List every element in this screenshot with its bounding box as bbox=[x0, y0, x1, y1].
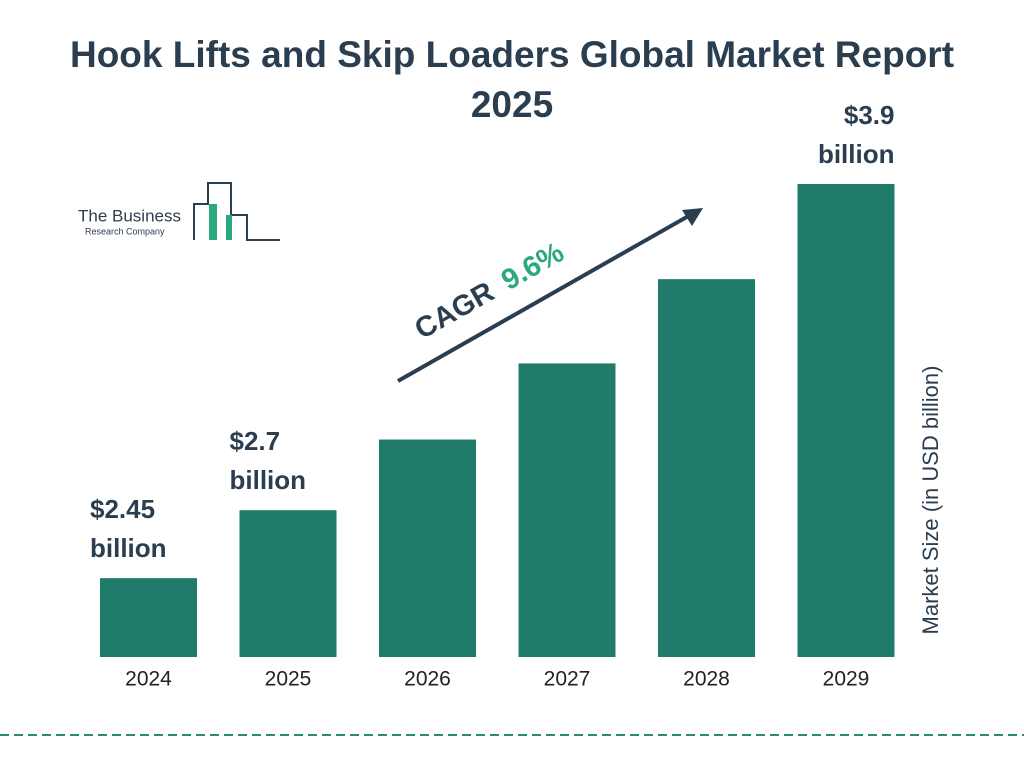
chart-title: Hook Lifts and Skip Loaders Global Marke… bbox=[69, 34, 955, 125]
bar bbox=[658, 279, 755, 657]
value-label: $2.45 billion bbox=[90, 494, 167, 564]
bar bbox=[379, 439, 476, 657]
y-axis-label: Market Size (in USD billion) bbox=[918, 366, 943, 635]
cagr-arrow: CAGR 9.6% bbox=[397, 208, 703, 383]
x-tick-label: 2026 bbox=[404, 668, 451, 691]
logo-bar bbox=[209, 204, 217, 240]
logo-text: The Business bbox=[78, 206, 181, 225]
cagr-text: CAGR bbox=[409, 276, 499, 346]
bar bbox=[100, 578, 197, 657]
logo-outline bbox=[193, 182, 280, 241]
x-tick-label: 2027 bbox=[544, 668, 591, 691]
value-label: $3.9 billion bbox=[817, 100, 895, 169]
bar bbox=[518, 363, 616, 657]
x-tick-label: 2024 bbox=[125, 668, 172, 691]
x-tick-label: 2025 bbox=[265, 668, 312, 691]
cagr-value: 9.6% bbox=[496, 236, 569, 297]
arrow-head bbox=[682, 208, 703, 226]
bar bbox=[239, 510, 337, 657]
logo-subtext: Research Company bbox=[85, 226, 165, 236]
arrow-line bbox=[397, 212, 693, 383]
x-tick-label: 2028 bbox=[683, 668, 730, 691]
bar bbox=[797, 184, 895, 657]
x-tick-label: 2029 bbox=[823, 668, 870, 691]
logo: The Business Research Company bbox=[78, 182, 280, 241]
value-label: $2.7 billion bbox=[229, 426, 307, 496]
logo-bar bbox=[226, 215, 232, 240]
